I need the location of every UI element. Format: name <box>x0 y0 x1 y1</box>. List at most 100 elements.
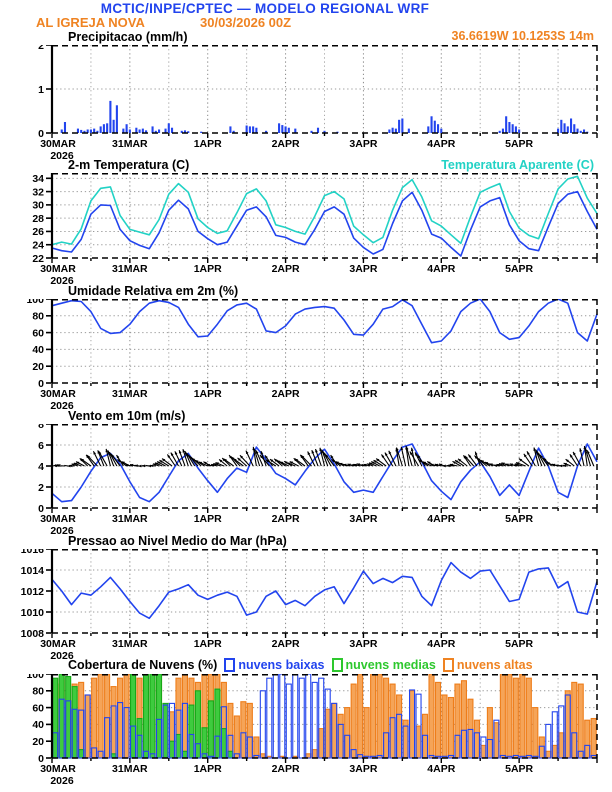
pressure-plot: 1008 1010 1012 1014 1016 30MAR 31MAR 1APR 2APR 3A… <box>21 549 598 662</box>
svg-text:40: 40 <box>32 719 44 731</box>
svg-text:2APR: 2APR <box>272 138 300 150</box>
svg-text:20: 20 <box>32 361 44 373</box>
temperature-title: 2-m Temperatura (C) <box>68 158 190 172</box>
svg-text:80: 80 <box>32 311 44 323</box>
svg-text:30MAR: 30MAR <box>40 388 76 400</box>
svg-text:1016: 1016 <box>21 549 45 556</box>
svg-text:30MAR: 30MAR <box>40 513 76 525</box>
svg-text:1APR: 1APR <box>194 388 222 400</box>
svg-text:2APR: 2APR <box>272 388 300 400</box>
nuvens-medias-swatch-icon <box>331 658 343 672</box>
svg-text:3APR: 3APR <box>349 138 377 150</box>
svg-text:6: 6 <box>38 440 44 452</box>
svg-text:0: 0 <box>38 378 44 390</box>
svg-text:30MAR: 30MAR <box>40 263 76 275</box>
nuvens-altas-label: nuvens altas <box>456 658 533 672</box>
svg-text:31MAR: 31MAR <box>112 638 148 650</box>
svg-text:30MAR: 30MAR <box>40 138 76 150</box>
svg-text:5APR: 5APR <box>505 263 533 275</box>
station-name: AL IGREJA NOVA <box>36 15 145 30</box>
svg-text:28: 28 <box>32 213 44 225</box>
svg-text:2026: 2026 <box>50 525 74 537</box>
svg-text:100: 100 <box>26 674 44 681</box>
svg-text:1: 1 <box>38 84 44 96</box>
svg-text:60: 60 <box>32 702 44 714</box>
svg-text:2APR: 2APR <box>272 638 300 650</box>
legend-nuvens-medias: nuvens medias <box>331 658 436 672</box>
svg-text:2APR: 2APR <box>272 263 300 275</box>
nuvens-medias-label: nuvens medias <box>345 658 436 672</box>
svg-text:4APR: 4APR <box>427 138 455 150</box>
svg-text:2: 2 <box>38 482 44 494</box>
svg-text:34: 34 <box>32 173 44 185</box>
svg-text:5APR: 5APR <box>505 513 533 525</box>
svg-text:80: 80 <box>32 686 44 698</box>
model-title: MCTIC/INPE/CPTEC — MODELO REGIONAL WRF <box>100 1 430 16</box>
svg-text:2APR: 2APR <box>272 513 300 525</box>
svg-text:4APR: 4APR <box>427 638 455 650</box>
cloud-cover-plot: 0 20 40 60 80 100 30MAR 31MAR 1APR 2APR 3APR 4APR 5A… <box>26 674 598 787</box>
station-coordinates: 36.6619W 10.1253S 14m <box>451 29 594 43</box>
svg-text:4APR: 4APR <box>427 388 455 400</box>
svg-text:2026: 2026 <box>50 400 74 412</box>
svg-text:4APR: 4APR <box>427 763 455 775</box>
svg-text:30: 30 <box>32 200 44 212</box>
svg-text:1010: 1010 <box>21 607 45 619</box>
humidity-plot: 0 20 40 60 80 100 30MAR 31MAR 1APR 2APR 3APR 4APR 5A… <box>26 299 598 412</box>
svg-text:1014: 1014 <box>21 565 45 577</box>
svg-text:31MAR: 31MAR <box>112 388 148 400</box>
apparent-temperature-title: Temperatura Aparente (C) <box>441 158 594 172</box>
cloud-cover-title: Cobertura de Nuvens (%) <box>68 658 218 672</box>
svg-text:3APR: 3APR <box>349 638 377 650</box>
svg-text:5APR: 5APR <box>505 388 533 400</box>
svg-text:31MAR: 31MAR <box>112 263 148 275</box>
svg-text:1APR: 1APR <box>194 638 222 650</box>
svg-text:30MAR: 30MAR <box>40 763 76 775</box>
svg-text:8: 8 <box>38 424 44 431</box>
svg-text:1012: 1012 <box>21 586 45 598</box>
svg-text:1008: 1008 <box>21 628 45 640</box>
svg-text:1APR: 1APR <box>194 263 222 275</box>
svg-text:5APR: 5APR <box>505 138 533 150</box>
svg-text:3APR: 3APR <box>349 763 377 775</box>
run-datetime: 30/03/2026 00Z <box>200 15 292 30</box>
svg-text:4APR: 4APR <box>427 263 455 275</box>
svg-text:2026: 2026 <box>50 650 74 662</box>
pressure-title: Pressao ao Nivel Medio do Mar (hPa) <box>68 534 287 548</box>
svg-text:2026: 2026 <box>50 775 74 787</box>
svg-text:2026: 2026 <box>50 275 74 287</box>
svg-text:2: 2 <box>38 45 44 52</box>
svg-text:26: 26 <box>32 226 44 238</box>
precipitation-plot: 0 1 2 30MAR 31MAR 1APR 2APR 3APR 4APR 5APR 2026 <box>38 45 598 162</box>
svg-text:40: 40 <box>32 344 44 356</box>
svg-text:31MAR: 31MAR <box>112 138 148 150</box>
wind-title: Vento em 10m (m/s) <box>68 409 186 423</box>
svg-text:0: 0 <box>38 503 44 515</box>
svg-text:5APR: 5APR <box>505 763 533 775</box>
svg-text:3APR: 3APR <box>349 388 377 400</box>
nuvens-baixas-swatch-icon <box>224 658 236 672</box>
cloud-cover-title-row: Cobertura de Nuvens (%) nuvens baixas nu… <box>68 658 533 672</box>
svg-text:3APR: 3APR <box>349 513 377 525</box>
svg-text:31MAR: 31MAR <box>112 513 148 525</box>
svg-text:4APR: 4APR <box>427 513 455 525</box>
svg-text:30MAR: 30MAR <box>40 638 76 650</box>
svg-text:0: 0 <box>38 753 44 765</box>
svg-text:1APR: 1APR <box>194 763 222 775</box>
svg-text:0: 0 <box>38 128 44 140</box>
legend-nuvens-altas: nuvens altas <box>442 658 533 672</box>
humidity-title: Umidade Relativa em 2m (%) <box>68 284 239 298</box>
svg-text:2APR: 2APR <box>272 763 300 775</box>
precipitation-title: Precipitacao (mm/h) <box>68 30 188 44</box>
svg-text:2026: 2026 <box>50 150 74 162</box>
wind-plot: 0 2 4 6 8 30MAR 31MAR 1APR 2APR 3APR 4APR 5APR 2026 <box>38 424 598 537</box>
svg-text:5APR: 5APR <box>505 638 533 650</box>
legend-nuvens-baixas: nuvens baixas <box>224 658 325 672</box>
nuvens-baixas-label: nuvens baixas <box>238 658 325 672</box>
svg-text:3APR: 3APR <box>349 263 377 275</box>
svg-text:100: 100 <box>26 299 44 306</box>
svg-text:4: 4 <box>38 461 44 473</box>
svg-text:60: 60 <box>32 327 44 339</box>
